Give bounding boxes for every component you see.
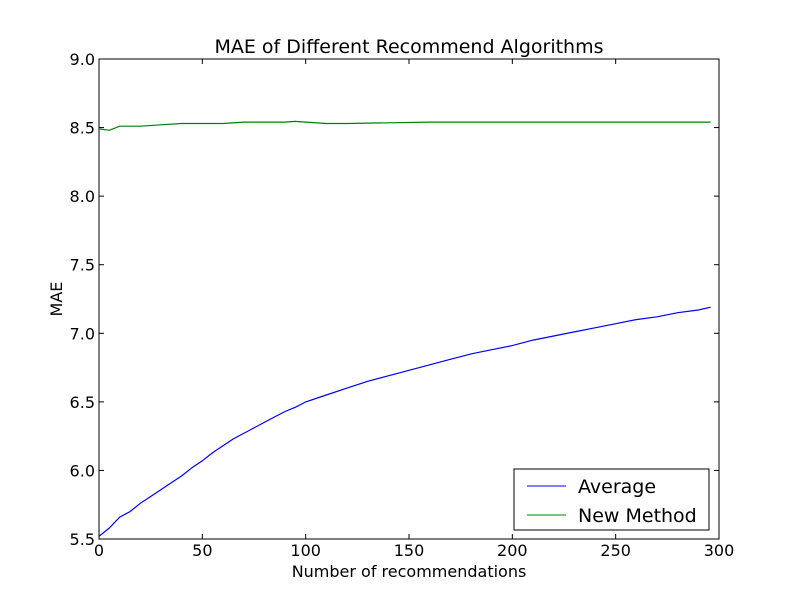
y-tick-label: 6.0: [70, 461, 95, 480]
x-tick-label: 300: [704, 541, 735, 560]
x-axis-label: Number of recommendations: [292, 562, 527, 581]
y-tick-label: 9.0: [70, 50, 95, 69]
y-tick-label: 8.5: [70, 119, 95, 138]
y-axis-label: MAE: [47, 282, 66, 317]
chart-title: MAE of Different Recommend Algorithms: [215, 36, 604, 58]
legend-label-new-method: New Method: [578, 505, 697, 527]
y-tick-label: 7.0: [70, 324, 95, 343]
x-tick-label: 50: [192, 541, 212, 560]
legend: Average New Method: [513, 468, 710, 531]
x-tick-label: 200: [497, 541, 528, 560]
legend-box: [513, 468, 710, 531]
x-tick-label: 0: [94, 541, 104, 560]
legend-label-average: Average: [578, 476, 656, 498]
series-layer: [98, 120, 711, 537]
ticks-layer: 0 50 100 150 200 250 300 5.5 6.0 6.5 7.0 7.5 8.0 8.5 9…: [70, 50, 735, 560]
series-line-average: [98, 306, 711, 537]
x-tick-label: 100: [290, 541, 321, 560]
y-tick-label: 5.5: [70, 530, 95, 549]
series-line-new-method: [98, 120, 711, 131]
y-tick-label: 7.5: [70, 256, 95, 275]
x-tick-label: 250: [600, 541, 631, 560]
x-tick-label: 150: [394, 541, 425, 560]
plot-area: [98, 58, 720, 540]
y-tick-label: 6.5: [70, 393, 95, 412]
y-tick-label: 8.0: [70, 187, 95, 206]
